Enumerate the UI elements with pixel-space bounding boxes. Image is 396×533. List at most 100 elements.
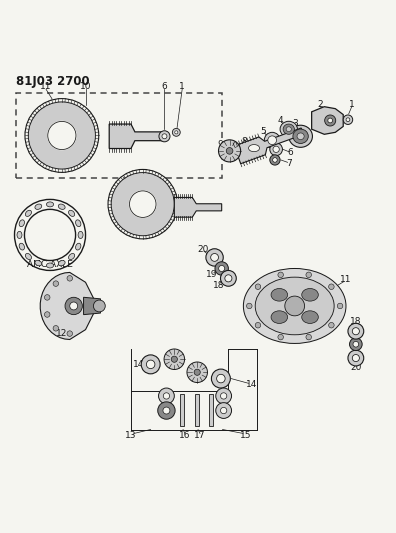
Circle shape [221,393,227,399]
Circle shape [350,338,362,351]
Circle shape [270,155,280,165]
Polygon shape [111,173,174,236]
Bar [209,394,213,425]
Text: 4: 4 [278,116,284,125]
Ellipse shape [244,269,346,343]
Ellipse shape [35,261,42,266]
Text: 18: 18 [213,280,225,289]
Polygon shape [84,297,101,314]
Text: 19: 19 [206,270,217,279]
Ellipse shape [283,124,294,134]
Ellipse shape [58,261,65,266]
Polygon shape [29,102,95,169]
Circle shape [328,118,333,123]
Text: 6: 6 [162,83,168,92]
Ellipse shape [302,288,318,301]
Circle shape [219,265,225,271]
Ellipse shape [25,254,32,260]
Text: 9: 9 [217,140,223,149]
Text: 11: 11 [340,274,352,284]
Circle shape [172,128,180,136]
Circle shape [226,148,233,154]
Text: 17: 17 [194,431,206,440]
Ellipse shape [58,204,65,209]
Text: 1: 1 [179,83,185,92]
Text: AMC AXLE: AMC AXLE [27,260,73,269]
Circle shape [219,140,241,162]
Ellipse shape [35,204,42,209]
Text: 20: 20 [350,364,362,373]
Polygon shape [40,272,93,340]
Ellipse shape [46,263,53,268]
Text: 5: 5 [260,127,266,135]
Polygon shape [48,122,76,150]
Text: 8: 8 [242,136,248,146]
Text: 19: 19 [350,332,362,341]
Text: 18: 18 [350,317,362,326]
Circle shape [159,131,170,142]
Circle shape [337,303,343,309]
Circle shape [272,158,277,162]
Ellipse shape [69,211,75,216]
Circle shape [206,249,223,266]
Text: 6: 6 [288,148,293,157]
Circle shape [255,322,261,328]
Circle shape [194,369,200,375]
Circle shape [352,354,360,361]
Circle shape [158,388,174,404]
Circle shape [352,328,360,335]
Bar [195,394,199,425]
Circle shape [216,402,232,418]
Ellipse shape [69,254,75,260]
Ellipse shape [289,125,312,147]
Circle shape [65,297,82,314]
Text: 3: 3 [292,119,297,128]
Circle shape [171,356,177,362]
Ellipse shape [246,142,263,154]
Circle shape [270,143,282,156]
Text: 10: 10 [80,83,91,92]
Circle shape [164,349,185,369]
Ellipse shape [76,243,81,250]
Polygon shape [129,191,156,217]
Text: 1: 1 [349,100,355,109]
Text: 2: 2 [318,100,323,109]
Ellipse shape [46,202,53,207]
Circle shape [67,276,72,281]
Text: 14: 14 [246,381,257,390]
Circle shape [221,407,227,414]
Circle shape [225,275,232,282]
Circle shape [175,131,178,134]
Circle shape [44,312,50,317]
Ellipse shape [302,311,318,324]
Circle shape [163,407,170,414]
Ellipse shape [19,220,25,227]
Circle shape [211,254,219,261]
Ellipse shape [255,277,334,335]
Circle shape [93,300,105,312]
Circle shape [247,303,252,309]
Polygon shape [109,124,166,149]
Polygon shape [234,128,303,164]
Circle shape [306,272,312,278]
Ellipse shape [25,211,32,216]
Circle shape [187,362,208,383]
Circle shape [147,360,155,369]
Bar [180,394,184,425]
Circle shape [44,295,50,300]
Polygon shape [174,197,222,217]
Circle shape [329,322,334,328]
Ellipse shape [286,127,291,132]
Ellipse shape [249,144,259,152]
Circle shape [325,115,336,126]
Circle shape [215,262,228,275]
Circle shape [162,134,167,139]
Ellipse shape [297,133,304,140]
Text: 20: 20 [197,245,208,254]
Circle shape [285,296,305,316]
Circle shape [273,146,279,152]
Circle shape [67,331,72,336]
Ellipse shape [78,231,83,238]
Circle shape [53,326,59,331]
Circle shape [268,136,276,144]
